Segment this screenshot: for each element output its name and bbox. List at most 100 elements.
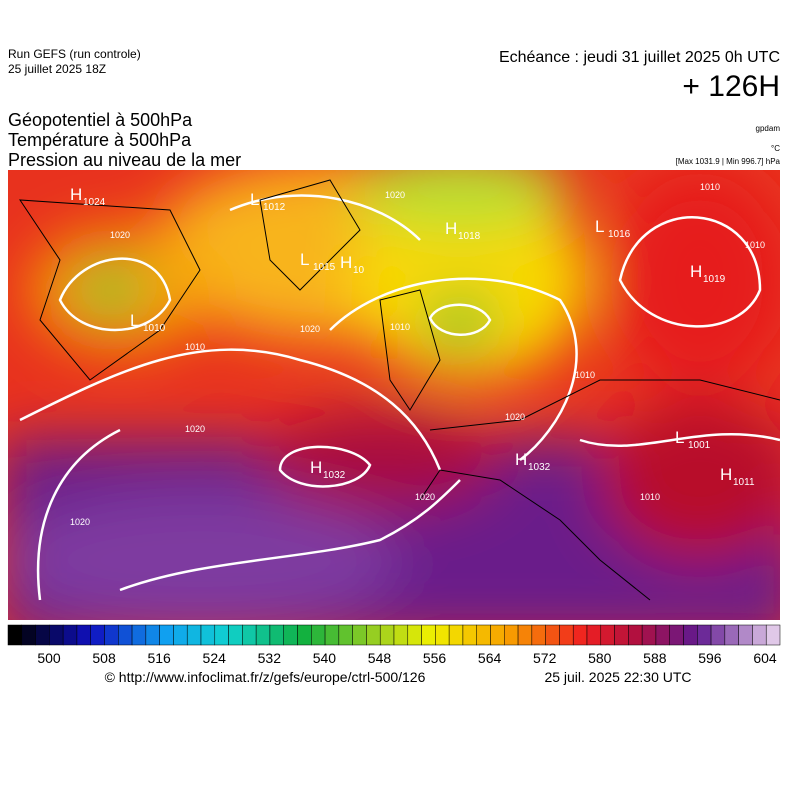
lead-time: + 126H — [682, 70, 780, 103]
colorbar-label: 508 — [92, 650, 116, 666]
colorbar-swatch — [628, 624, 643, 646]
colorbar-swatch — [90, 624, 105, 646]
colorbar-swatch — [338, 624, 353, 646]
isobar-label: 1010 — [700, 182, 720, 192]
colorbar-swatch — [421, 624, 436, 646]
center-letter: L — [250, 190, 259, 209]
center-letter: L — [300, 250, 309, 269]
title: Pression au niveau de la mer — [8, 150, 241, 170]
colorbar-swatch — [490, 624, 505, 646]
colorbar-swatch — [352, 624, 367, 646]
colorbar-label: 532 — [258, 650, 282, 666]
colorbar-swatch — [214, 624, 229, 646]
colorbar-swatch — [200, 624, 216, 646]
center-letter: H — [515, 450, 527, 469]
colorbar-swatch — [62, 624, 78, 646]
center-letter: L — [130, 311, 139, 330]
echeance: Echéance : jeudi 31 juillet 2025 0h UTC — [499, 49, 780, 66]
colorbar-swatch — [366, 624, 381, 646]
run: Run GEFS (run controle) — [8, 47, 141, 61]
isobar-label: 1010 — [640, 492, 660, 502]
colorbar-label: 588 — [643, 650, 667, 666]
colorbar-swatch — [104, 624, 119, 646]
center-value: 10 — [353, 265, 365, 276]
unit: °C — [771, 144, 780, 153]
colorbar-swatch — [435, 624, 450, 646]
colorbar-swatch — [21, 624, 36, 646]
colorbar-swatch — [517, 624, 533, 646]
colorbar-swatch — [49, 624, 64, 646]
colorbar-swatch — [407, 624, 422, 646]
center-value: 1015 — [313, 262, 336, 273]
colorbar-swatch — [655, 624, 670, 646]
colorbar-swatch — [269, 624, 284, 646]
colorbar-swatch — [738, 624, 753, 646]
center-letter: H — [445, 219, 457, 238]
colorbar-swatch — [186, 624, 202, 646]
run-date: 25 juillet 2025 18Z — [8, 62, 106, 76]
center-value: 1019 — [703, 274, 726, 285]
source: © http://www.infoclimat.fr/z/gefs/europe… — [105, 669, 426, 685]
colorbar-swatch — [683, 624, 698, 646]
center-value: 1032 — [323, 470, 346, 481]
colorbar-swatch — [118, 624, 133, 646]
colorbar-label: 572 — [533, 650, 557, 666]
colorbar-swatch — [76, 624, 91, 646]
unit: [Max 1031.9 | Min 996.7] hPa — [676, 157, 781, 166]
colorbar-swatch — [145, 624, 160, 646]
colorbar-swatch — [531, 624, 546, 646]
colorbar-swatch — [765, 624, 781, 646]
colorbar-swatch — [297, 624, 312, 646]
isobar-label: 1010 — [390, 322, 410, 332]
colorbar-swatch — [697, 624, 712, 646]
colorbar-label: 516 — [147, 650, 171, 666]
center-letter: H — [690, 262, 702, 281]
colorbar-label: 580 — [588, 650, 612, 666]
colorbar-label: 596 — [698, 650, 722, 666]
colorbar-label: 500 — [37, 650, 61, 666]
center-letter: L — [675, 428, 684, 447]
colorbar-swatch — [504, 624, 519, 646]
center-letter: H — [70, 185, 82, 204]
center-letter: H — [720, 465, 732, 484]
colorbar-swatch — [393, 624, 409, 646]
isobar-label: 1020 — [385, 190, 405, 200]
center-value: 1010 — [143, 323, 166, 334]
colorbar-label: 548 — [368, 650, 392, 666]
isobar-label: 1020 — [505, 412, 525, 422]
isobar-label: 1010 — [745, 240, 765, 250]
colorbar-label: 604 — [753, 650, 777, 666]
unit: gpdam — [756, 124, 781, 133]
isobar-label: 1020 — [185, 424, 205, 434]
colorbar-swatch — [228, 624, 243, 646]
center-value: 1012 — [263, 202, 286, 213]
colorbar-swatch — [255, 624, 271, 646]
colorbar-swatch — [600, 624, 615, 646]
title: Température à 500hPa — [8, 130, 192, 150]
colorbar-swatch — [462, 624, 477, 646]
colorbar-swatch — [545, 624, 560, 646]
colorbar-swatch — [7, 624, 23, 646]
colorbar-swatch — [131, 624, 147, 646]
isobar-label: 1020 — [70, 517, 90, 527]
colorbar-swatch — [242, 624, 257, 646]
center-value: 1001 — [688, 440, 711, 451]
center-value: 1024 — [83, 197, 106, 208]
isobar-label: 1010 — [575, 370, 595, 380]
center-letter: H — [310, 458, 322, 477]
colorbar-label: 556 — [423, 650, 447, 666]
colorbar-swatch — [724, 624, 739, 646]
colorbar-label: 540 — [313, 650, 337, 666]
isobar-label: 1020 — [300, 324, 320, 334]
colorbar-swatch — [35, 624, 50, 646]
center-value: 1032 — [528, 462, 551, 473]
colorbar-swatch — [283, 624, 298, 646]
generated: 25 juil. 2025 22:30 UTC — [544, 669, 691, 685]
colorbar-swatch — [311, 624, 326, 646]
colorbar-swatch — [669, 624, 684, 646]
colorbar-swatch — [572, 624, 588, 646]
isobar-label: 1010 — [185, 342, 205, 352]
colorbar-swatch — [448, 624, 464, 646]
